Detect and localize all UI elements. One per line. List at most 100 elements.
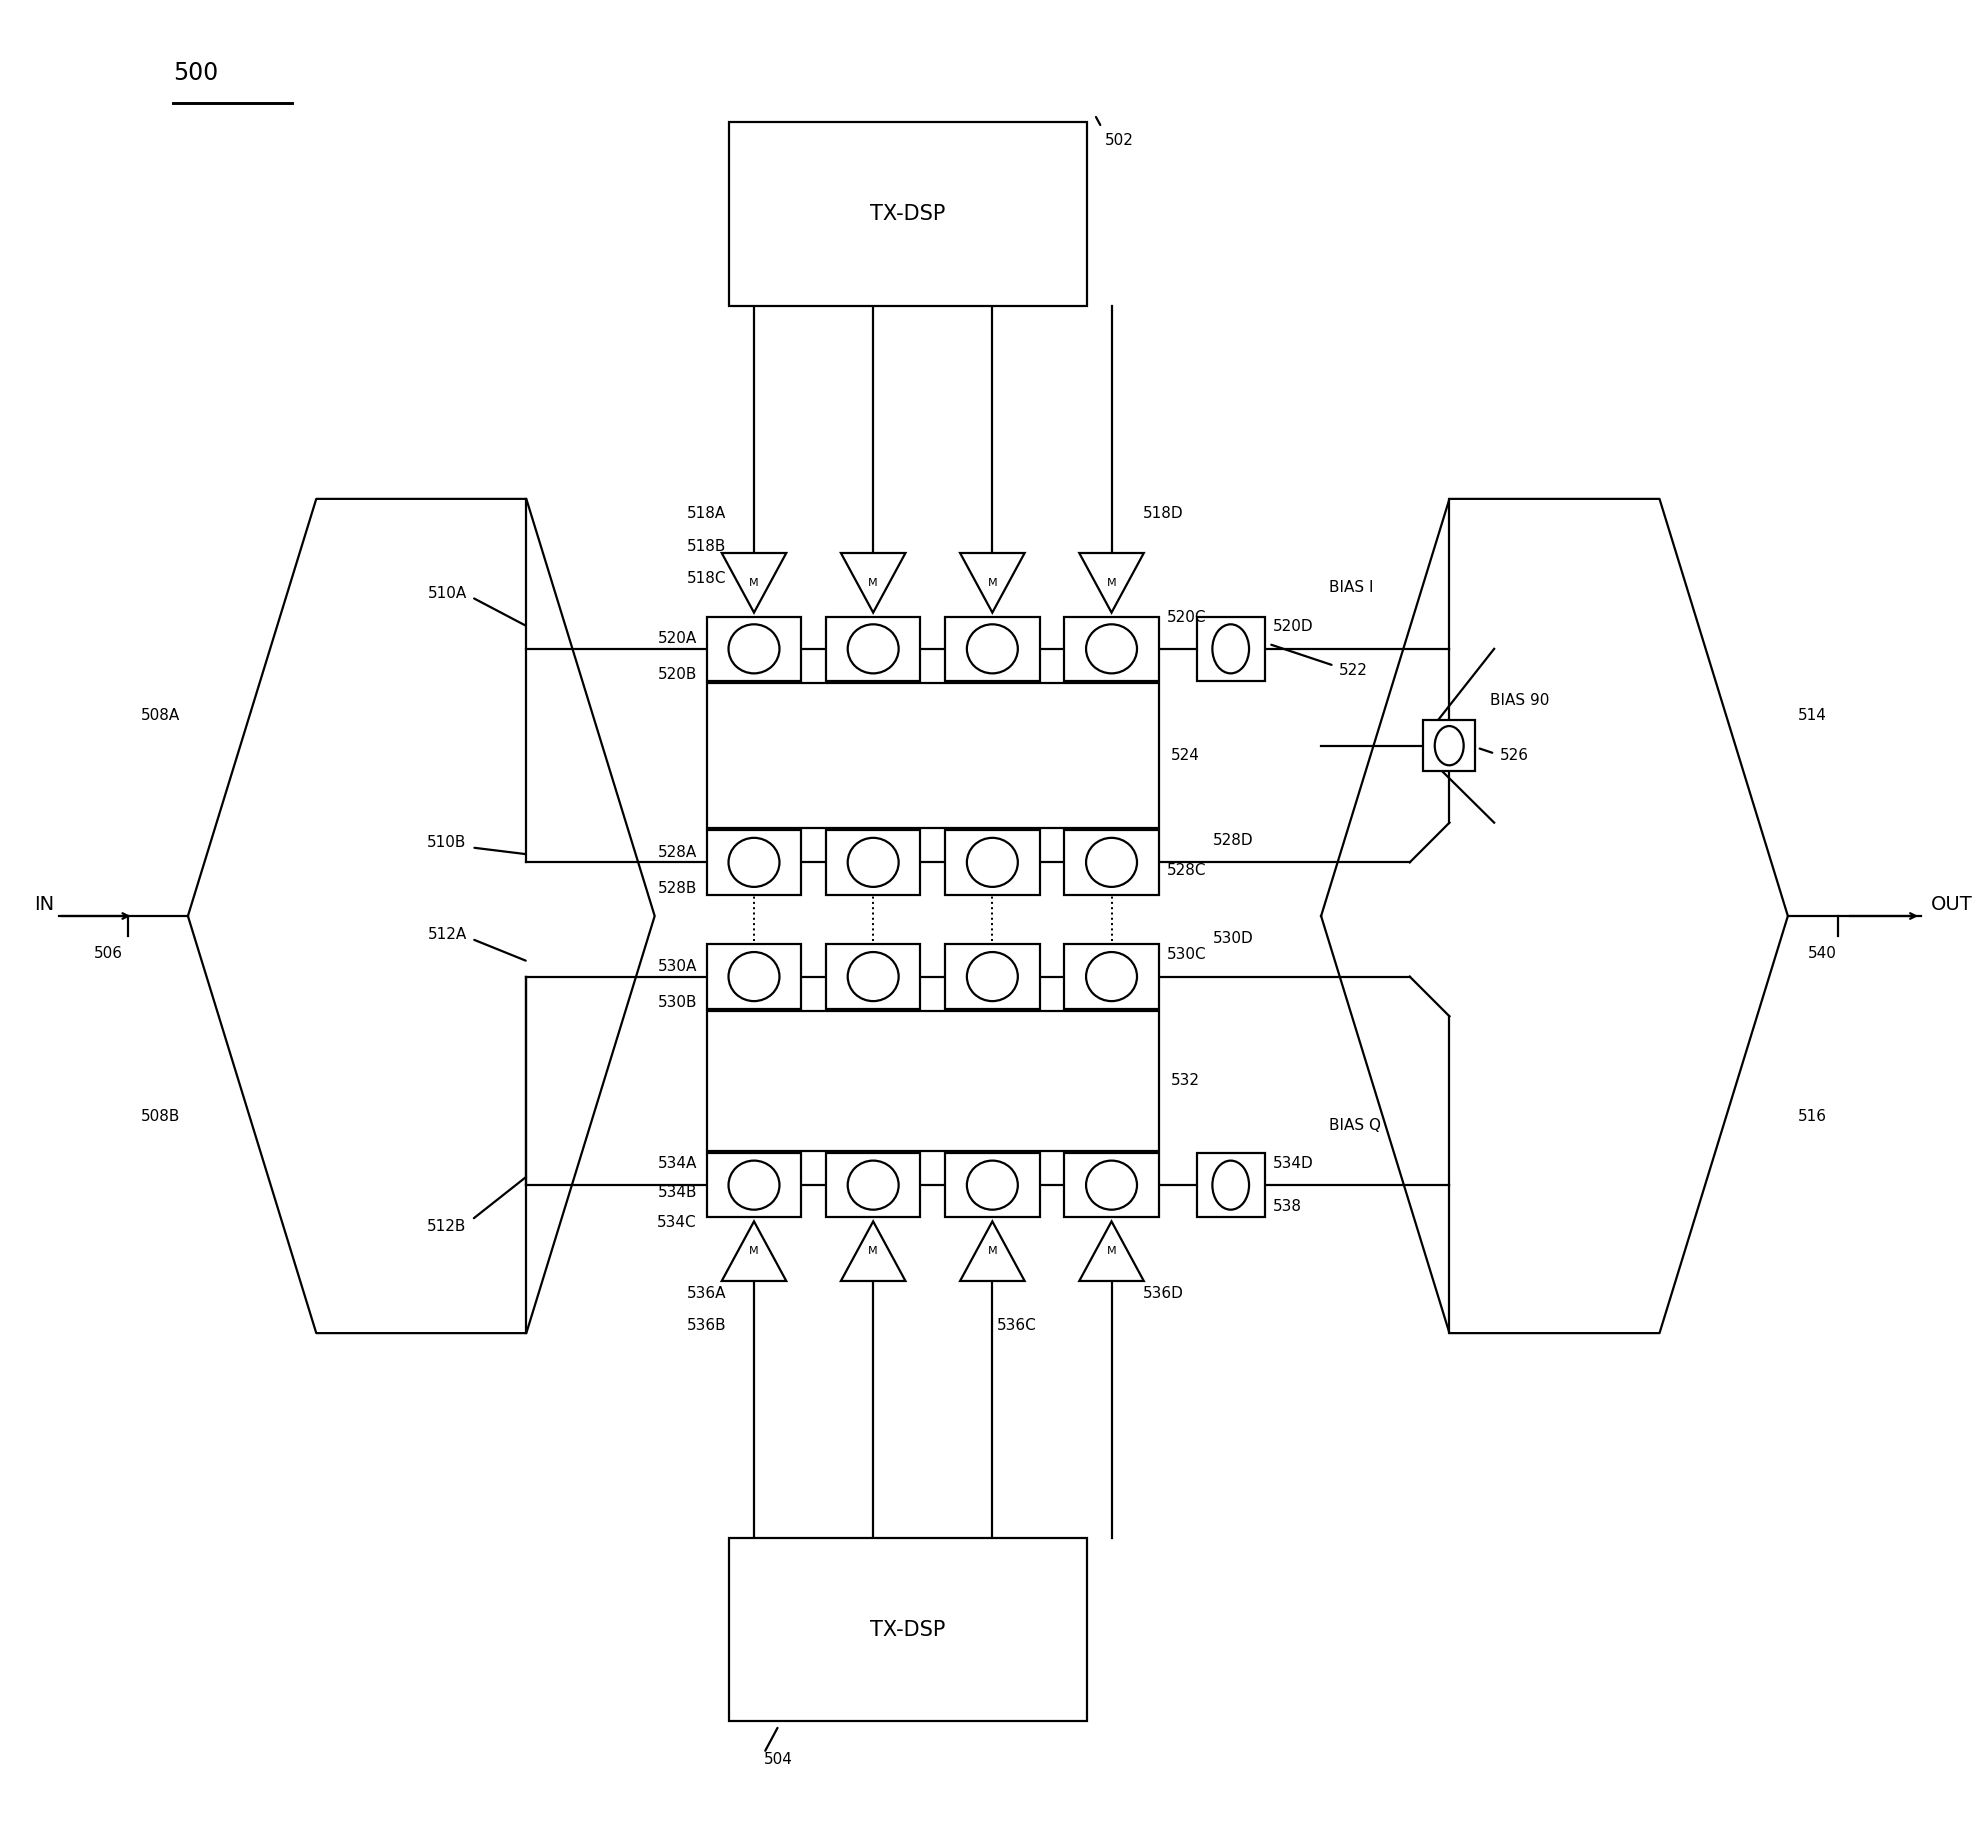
Text: OUT: OUT bbox=[1930, 894, 1972, 914]
Bar bbox=[1424, 720, 1475, 771]
Text: 520D: 520D bbox=[1271, 619, 1313, 634]
Polygon shape bbox=[721, 1222, 786, 1281]
Text: M: M bbox=[1107, 577, 1117, 588]
Bar bbox=[826, 1152, 921, 1218]
Bar bbox=[944, 943, 1040, 1009]
Ellipse shape bbox=[1085, 1161, 1137, 1209]
Polygon shape bbox=[840, 553, 905, 612]
Bar bbox=[707, 617, 800, 682]
Text: 536C: 536C bbox=[996, 1319, 1038, 1334]
Text: 502: 502 bbox=[1105, 134, 1133, 148]
Text: M: M bbox=[748, 577, 758, 588]
Text: 534C: 534C bbox=[657, 1215, 697, 1231]
Text: 526: 526 bbox=[1499, 747, 1529, 764]
Text: 536A: 536A bbox=[687, 1286, 727, 1301]
Text: 530C: 530C bbox=[1166, 947, 1206, 962]
Ellipse shape bbox=[966, 953, 1018, 1000]
Text: 538: 538 bbox=[1271, 1200, 1301, 1215]
Text: 520A: 520A bbox=[657, 632, 697, 647]
Text: 536D: 536D bbox=[1142, 1286, 1184, 1301]
Bar bbox=[1063, 617, 1158, 682]
Polygon shape bbox=[1079, 553, 1142, 612]
Text: 528A: 528A bbox=[657, 845, 697, 859]
Ellipse shape bbox=[966, 625, 1018, 674]
Text: 530A: 530A bbox=[657, 960, 697, 975]
Text: BIAS I: BIAS I bbox=[1329, 579, 1372, 595]
Text: 512B: 512B bbox=[428, 1220, 467, 1235]
Text: TX-DSP: TX-DSP bbox=[869, 205, 944, 224]
Text: 518A: 518A bbox=[687, 506, 727, 520]
Bar bbox=[707, 830, 800, 894]
Ellipse shape bbox=[847, 837, 899, 887]
Text: 524: 524 bbox=[1170, 747, 1200, 764]
Ellipse shape bbox=[966, 837, 1018, 887]
Text: 510B: 510B bbox=[428, 835, 467, 850]
Text: 518D: 518D bbox=[1142, 506, 1184, 520]
Text: 532: 532 bbox=[1170, 1074, 1200, 1088]
Ellipse shape bbox=[1212, 625, 1249, 674]
Text: 520B: 520B bbox=[657, 667, 697, 682]
Polygon shape bbox=[1079, 1222, 1142, 1281]
Ellipse shape bbox=[1085, 953, 1137, 1000]
Text: M: M bbox=[867, 577, 877, 588]
Text: 508B: 508B bbox=[141, 1108, 180, 1123]
Ellipse shape bbox=[729, 625, 778, 674]
Text: 512A: 512A bbox=[428, 927, 467, 942]
Polygon shape bbox=[960, 1222, 1024, 1281]
Bar bbox=[944, 617, 1040, 682]
Bar bbox=[707, 1011, 1158, 1150]
Bar bbox=[1196, 1152, 1263, 1218]
Ellipse shape bbox=[729, 837, 778, 887]
Text: 528C: 528C bbox=[1166, 863, 1206, 878]
Ellipse shape bbox=[847, 625, 899, 674]
Polygon shape bbox=[840, 1222, 905, 1281]
Text: IN: IN bbox=[34, 894, 53, 914]
Text: 528D: 528D bbox=[1212, 834, 1253, 848]
Text: 522: 522 bbox=[1338, 663, 1368, 678]
Text: 536B: 536B bbox=[687, 1319, 727, 1334]
Text: 516: 516 bbox=[1798, 1108, 1826, 1123]
Bar bbox=[729, 1537, 1087, 1722]
Text: TX-DSP: TX-DSP bbox=[869, 1619, 944, 1640]
Text: 510A: 510A bbox=[428, 586, 467, 601]
Ellipse shape bbox=[966, 1161, 1018, 1209]
Text: 514: 514 bbox=[1798, 709, 1826, 724]
Bar bbox=[729, 123, 1087, 306]
Bar bbox=[1063, 1152, 1158, 1218]
Ellipse shape bbox=[1085, 837, 1137, 887]
Text: M: M bbox=[988, 1246, 996, 1257]
Bar bbox=[826, 617, 921, 682]
Text: 520C: 520C bbox=[1166, 610, 1206, 625]
Text: 518C: 518C bbox=[687, 572, 727, 586]
Bar bbox=[1063, 830, 1158, 894]
Bar bbox=[944, 830, 1040, 894]
Text: M: M bbox=[748, 1246, 758, 1257]
Bar bbox=[707, 1152, 800, 1218]
Bar bbox=[707, 683, 1158, 828]
Bar bbox=[1063, 943, 1158, 1009]
Polygon shape bbox=[960, 553, 1024, 612]
Text: 504: 504 bbox=[764, 1751, 792, 1766]
Text: 506: 506 bbox=[93, 947, 123, 962]
Text: 540: 540 bbox=[1808, 947, 1835, 962]
Bar bbox=[826, 943, 921, 1009]
Text: M: M bbox=[1107, 1246, 1117, 1257]
Text: 534D: 534D bbox=[1271, 1156, 1313, 1171]
Bar bbox=[826, 830, 921, 894]
Ellipse shape bbox=[1212, 1161, 1249, 1209]
Text: 518B: 518B bbox=[687, 539, 727, 553]
Text: 530B: 530B bbox=[657, 995, 697, 1009]
Text: 528B: 528B bbox=[657, 881, 697, 896]
Text: 530D: 530D bbox=[1212, 931, 1253, 947]
Ellipse shape bbox=[847, 953, 899, 1000]
Ellipse shape bbox=[1434, 725, 1463, 766]
Ellipse shape bbox=[729, 953, 778, 1000]
Text: 534B: 534B bbox=[657, 1185, 697, 1200]
Text: M: M bbox=[867, 1246, 877, 1257]
Ellipse shape bbox=[729, 1161, 778, 1209]
Bar bbox=[707, 943, 800, 1009]
Ellipse shape bbox=[847, 1161, 899, 1209]
Text: 500: 500 bbox=[172, 60, 218, 84]
Text: 534A: 534A bbox=[657, 1156, 697, 1171]
Text: BIAS 90: BIAS 90 bbox=[1489, 694, 1548, 709]
